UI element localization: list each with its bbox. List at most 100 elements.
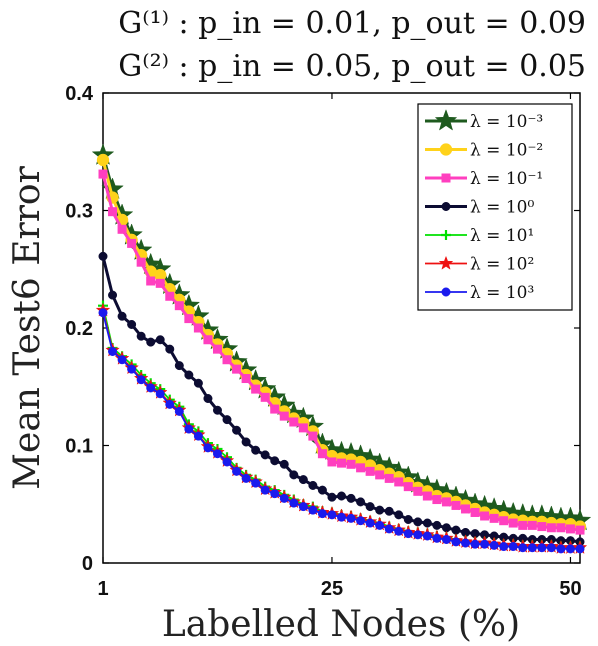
x-tick-label: 50 — [559, 578, 581, 600]
data-point — [556, 544, 566, 554]
data-point — [136, 331, 146, 341]
data-point — [146, 276, 156, 286]
data-point — [174, 361, 184, 371]
series-group — [91, 143, 592, 554]
data-point — [327, 492, 337, 502]
data-point — [394, 477, 404, 487]
data-point — [308, 431, 318, 441]
data-point — [575, 544, 585, 554]
data-point — [461, 538, 471, 548]
legend-entry-label: λ = 10⁻² — [470, 141, 543, 161]
data-point — [403, 482, 413, 492]
data-point — [193, 431, 203, 441]
data-point — [279, 493, 289, 503]
data-point — [108, 347, 118, 356]
data-point — [174, 406, 184, 416]
data-point — [384, 506, 394, 516]
legend-marker — [441, 202, 451, 211]
data-point — [337, 512, 346, 522]
data-point — [270, 456, 280, 466]
data-point — [155, 335, 165, 345]
data-point — [508, 542, 518, 552]
data-point — [98, 308, 108, 318]
data-point — [98, 169, 108, 179]
x-tick-label: 1 — [97, 578, 108, 600]
data-point — [232, 466, 242, 476]
data-point — [346, 493, 356, 503]
data-point — [117, 355, 127, 365]
data-point — [222, 415, 232, 425]
data-point — [499, 542, 509, 552]
data-point — [212, 344, 222, 354]
data-point — [470, 507, 480, 517]
data-point — [232, 425, 242, 435]
data-point — [241, 374, 251, 384]
data-point — [108, 207, 118, 217]
data-point — [184, 370, 194, 380]
data-point — [117, 311, 127, 321]
data-point — [241, 473, 251, 483]
data-point — [451, 500, 461, 510]
data-point — [337, 491, 346, 501]
data-point — [260, 485, 270, 495]
data-point — [96, 153, 110, 167]
data-point — [499, 516, 509, 526]
data-point — [136, 375, 146, 385]
data-point — [394, 526, 404, 536]
data-point — [289, 470, 299, 480]
data-point — [212, 449, 222, 459]
data-point — [546, 543, 556, 553]
data-point — [432, 495, 442, 505]
legend-marker — [441, 287, 451, 297]
y-tick-label: 0.2 — [65, 318, 93, 340]
data-point — [108, 290, 118, 300]
data-point — [346, 459, 356, 469]
data-point — [537, 522, 547, 532]
data-point — [308, 505, 318, 515]
data-point — [489, 540, 499, 550]
chart-title-line-2: G⁽²⁾ : p_in = 0.05, p_out = 0.05 — [118, 49, 586, 84]
data-point — [193, 378, 203, 388]
data-point — [308, 480, 318, 490]
legend-marker — [441, 230, 451, 240]
data-point — [146, 383, 156, 393]
data-point — [193, 323, 203, 333]
data-point — [146, 337, 156, 347]
data-point — [127, 238, 137, 248]
data-point — [251, 384, 261, 394]
data-point — [155, 389, 165, 399]
data-point — [451, 537, 461, 547]
y-tick-label: 0.4 — [65, 83, 94, 105]
data-point — [480, 539, 490, 549]
data-point — [356, 497, 366, 507]
legend-entry-label: λ = 10⁻¹ — [470, 169, 543, 189]
x-tick-label: 25 — [321, 578, 343, 600]
data-point — [508, 518, 518, 528]
data-point — [413, 486, 423, 496]
data-point — [251, 478, 261, 488]
data-point — [317, 449, 327, 459]
data-point — [422, 518, 432, 528]
data-point — [527, 543, 537, 553]
data-point — [212, 405, 222, 415]
data-point — [251, 445, 261, 455]
data-point — [384, 524, 394, 534]
data-point — [365, 502, 375, 512]
data-point — [489, 513, 499, 523]
data-point — [317, 509, 327, 519]
data-point — [203, 443, 213, 453]
data-point — [270, 404, 280, 414]
data-point — [422, 491, 432, 501]
x-axis-label: Labelled Nodes (%) — [162, 604, 520, 645]
chart-title-line-1: G⁽¹⁾ : p_in = 0.01, p_out = 0.09 — [118, 6, 586, 41]
data-point — [232, 364, 242, 374]
data-point — [365, 466, 375, 476]
data-point — [384, 473, 394, 483]
data-point — [317, 485, 327, 495]
legend-entry-label: λ = 10² — [470, 255, 534, 275]
data-point — [222, 457, 232, 467]
data-point — [279, 411, 289, 421]
data-point — [289, 417, 299, 427]
data-point — [241, 437, 251, 447]
